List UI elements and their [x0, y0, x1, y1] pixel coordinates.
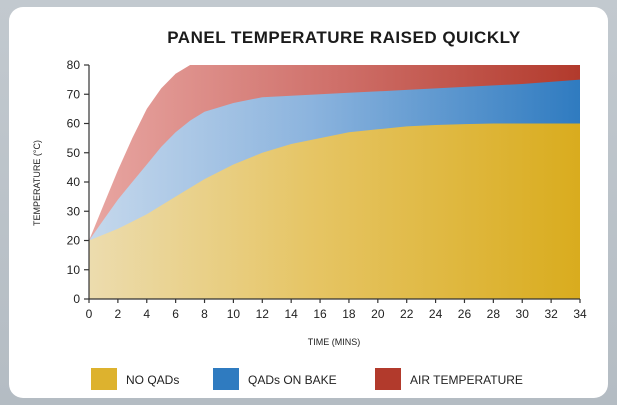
x-axis-ticks: 0 2 4 6 8 10 12 14 16 18 20 22 24 26 28 30 32 34: [86, 299, 587, 321]
x-tick-label: 16: [313, 307, 327, 321]
y-axis-label: TEMPERATURE (°C): [32, 140, 42, 226]
y-tick-label: 60: [67, 117, 81, 131]
x-tick-label: 10: [227, 307, 241, 321]
x-tick-label: 34: [573, 307, 587, 321]
x-tick-label: 22: [400, 307, 414, 321]
x-tick-label: 28: [487, 307, 501, 321]
legend-swatch-no-qads: [91, 368, 117, 390]
y-tick-label: 80: [67, 58, 81, 72]
y-tick-label: 10: [67, 263, 81, 277]
x-axis-label: TIME (MINS): [308, 337, 361, 347]
x-tick-label: 26: [458, 307, 472, 321]
x-tick-label: 18: [342, 307, 356, 321]
y-tick-label: 40: [67, 175, 81, 189]
x-tick-label: 14: [284, 307, 298, 321]
x-tick-label: 24: [429, 307, 443, 321]
y-tick-label: 30: [67, 204, 81, 218]
x-tick-label: 32: [544, 307, 558, 321]
y-tick-label: 0: [73, 292, 80, 306]
legend-label-air-temperature: AIR TEMPERATURE: [410, 373, 523, 387]
series-areas: [89, 65, 580, 299]
x-tick-label: 8: [201, 307, 208, 321]
x-tick-label: 12: [256, 307, 270, 321]
legend-label-qads-on-bake: QADs ON BAKE: [248, 373, 337, 387]
y-tick-label: 50: [67, 146, 81, 160]
x-tick-label: 0: [86, 307, 93, 321]
y-tick-label: 70: [67, 87, 81, 101]
x-tick-label: 30: [516, 307, 530, 321]
x-tick-label: 20: [371, 307, 385, 321]
legend-label-no-qads: NO QADs: [126, 373, 179, 387]
series-area-no-qads: [89, 123, 580, 299]
x-tick-label: 2: [115, 307, 122, 321]
legend-swatch-air-temperature: [375, 368, 401, 390]
chart-title: PANEL TEMPERATURE RAISED QUICKLY: [167, 28, 521, 47]
legend: NO QADs QADs ON BAKE AIR TEMPERATURE: [91, 368, 523, 390]
x-tick-label: 4: [143, 307, 150, 321]
y-axis-ticks: 0 10 20 30 40 50 60 70 80: [67, 58, 89, 306]
y-tick-label: 20: [67, 234, 81, 248]
legend-swatch-qads-on-bake: [213, 368, 239, 390]
x-tick-label: 6: [172, 307, 179, 321]
